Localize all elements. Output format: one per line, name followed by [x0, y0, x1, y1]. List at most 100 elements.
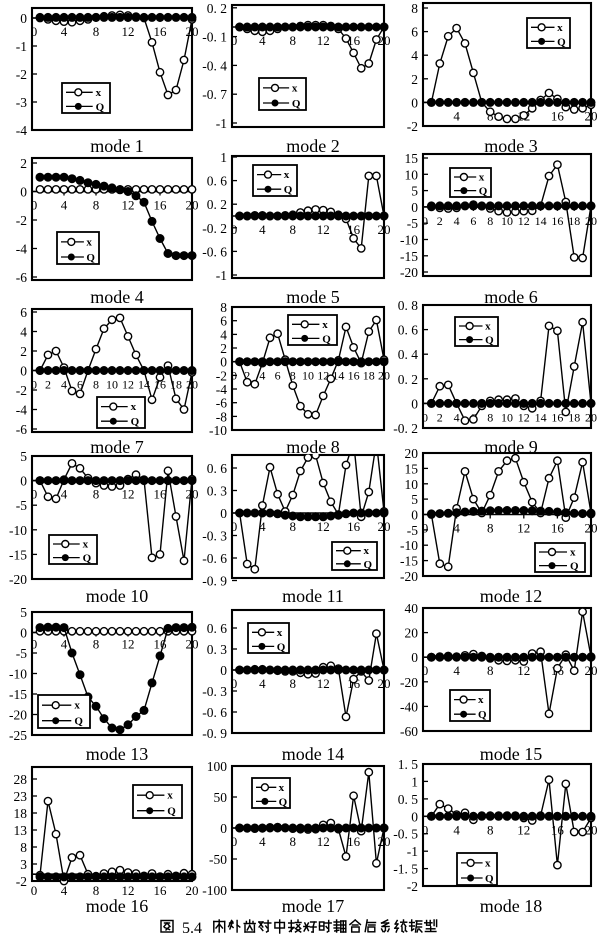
svg-text:12: 12	[122, 487, 135, 502]
svg-text:4: 4	[453, 822, 460, 837]
svg-text:x: x	[96, 87, 102, 99]
svg-text:0: 0	[411, 396, 418, 411]
svg-text:12: 12	[317, 369, 329, 383]
svg-text:mode 3: mode 3	[484, 136, 538, 156]
svg-text:x: x	[478, 694, 484, 706]
svg-text:4: 4	[61, 378, 67, 392]
svg-text:8: 8	[487, 822, 494, 837]
svg-text:15: 15	[405, 151, 419, 166]
svg-text:20: 20	[585, 663, 598, 678]
svg-text:16: 16	[551, 214, 563, 228]
svg-text:20: 20	[405, 446, 419, 461]
svg-text:x: x	[485, 857, 491, 869]
svg-text:4: 4	[61, 487, 68, 502]
svg-text:Q: Q	[167, 806, 176, 818]
svg-text:12: 12	[317, 834, 330, 849]
svg-text:10: 10	[501, 410, 513, 424]
svg-text:0. 6: 0. 6	[207, 174, 228, 189]
svg-text:-10: -10	[400, 538, 418, 553]
svg-text:20: 20	[378, 33, 391, 48]
svg-text:-0. 6: -0. 6	[202, 551, 227, 566]
svg-text:0: 0	[31, 198, 38, 213]
svg-text:-100: -100	[202, 883, 227, 898]
svg-text:-15: -15	[9, 547, 27, 562]
svg-text:x: x	[322, 319, 328, 331]
svg-text:-10: -10	[400, 233, 418, 248]
svg-text:-15: -15	[400, 249, 418, 264]
svg-text:mode 13: mode 13	[86, 744, 149, 764]
svg-text:Q: Q	[279, 796, 288, 808]
svg-text:8: 8	[487, 663, 494, 678]
svg-text:-0. 7: -0. 7	[202, 87, 227, 102]
svg-text:16: 16	[154, 487, 168, 502]
svg-text:mode 1: mode 1	[90, 136, 144, 156]
svg-text:0: 0	[231, 834, 238, 849]
svg-text:x: x	[284, 169, 290, 181]
svg-text:Q: Q	[485, 873, 494, 885]
svg-text:-10: -10	[9, 667, 27, 682]
svg-text:0: 0	[411, 508, 418, 523]
svg-text:8: 8	[93, 198, 100, 213]
svg-text:x: x	[570, 547, 576, 559]
svg-text:2: 2	[20, 344, 27, 359]
svg-text:-0. 6: -0. 6	[202, 244, 227, 259]
svg-text:23: 23	[14, 789, 28, 804]
svg-text:5.4: 5.4	[182, 920, 202, 937]
svg-text:-50: -50	[209, 852, 227, 867]
svg-text:20: 20	[585, 108, 598, 123]
svg-text:0: 0	[20, 474, 27, 489]
svg-text:0: 0	[231, 369, 237, 383]
svg-text:x: x	[167, 790, 173, 802]
svg-text:-1: -1	[16, 39, 27, 54]
svg-text:6: 6	[20, 305, 27, 320]
svg-text:18: 18	[363, 369, 375, 383]
svg-text:-20: -20	[9, 572, 27, 587]
svg-text:-20: -20	[9, 708, 27, 723]
svg-text:2: 2	[20, 156, 27, 171]
svg-text:0: 0	[220, 355, 227, 370]
svg-text:10: 10	[405, 167, 419, 182]
svg-text:4: 4	[453, 521, 460, 536]
svg-text:5: 5	[411, 492, 418, 507]
svg-text:4: 4	[411, 48, 418, 63]
svg-text:14: 14	[332, 369, 344, 383]
svg-text:x: x	[479, 172, 485, 184]
svg-text:12: 12	[317, 519, 330, 534]
svg-text:12: 12	[317, 33, 330, 48]
svg-text:Q: Q	[322, 333, 331, 345]
svg-text:8: 8	[220, 300, 227, 315]
svg-text:8: 8	[290, 369, 296, 383]
svg-text:100: 100	[207, 759, 228, 774]
svg-text:14: 14	[535, 410, 547, 424]
svg-text:-0. 1: -0. 1	[202, 30, 227, 45]
svg-text:12: 12	[317, 222, 330, 237]
svg-text:-4: -4	[16, 242, 27, 257]
svg-text:x: x	[279, 782, 285, 794]
svg-text:4: 4	[259, 676, 266, 691]
svg-text:8: 8	[290, 222, 297, 237]
svg-text:20: 20	[186, 24, 199, 39]
svg-text:8: 8	[487, 214, 493, 228]
svg-text:mode 12: mode 12	[480, 586, 543, 606]
svg-text:10: 10	[106, 378, 118, 392]
svg-text:8: 8	[93, 24, 100, 39]
svg-text:mode 15: mode 15	[480, 744, 543, 764]
svg-text:20: 20	[378, 222, 391, 237]
svg-text:Q: Q	[557, 36, 566, 48]
svg-text:0: 0	[422, 410, 428, 424]
svg-text:12: 12	[518, 214, 530, 228]
svg-text:4: 4	[259, 33, 266, 48]
svg-text:0: 0	[422, 521, 429, 536]
svg-text:Q: Q	[292, 98, 301, 110]
svg-text:4: 4	[61, 24, 68, 39]
svg-text:20: 20	[186, 883, 199, 898]
svg-text:Q: Q	[131, 416, 140, 428]
svg-text:16: 16	[551, 410, 563, 424]
svg-text:8: 8	[487, 410, 493, 424]
svg-text:0: 0	[20, 185, 27, 200]
svg-text:2: 2	[437, 214, 443, 228]
svg-text:2: 2	[437, 410, 443, 424]
svg-text:18: 18	[14, 806, 28, 821]
svg-text:0: 0	[20, 364, 27, 379]
svg-text:4: 4	[259, 369, 265, 383]
